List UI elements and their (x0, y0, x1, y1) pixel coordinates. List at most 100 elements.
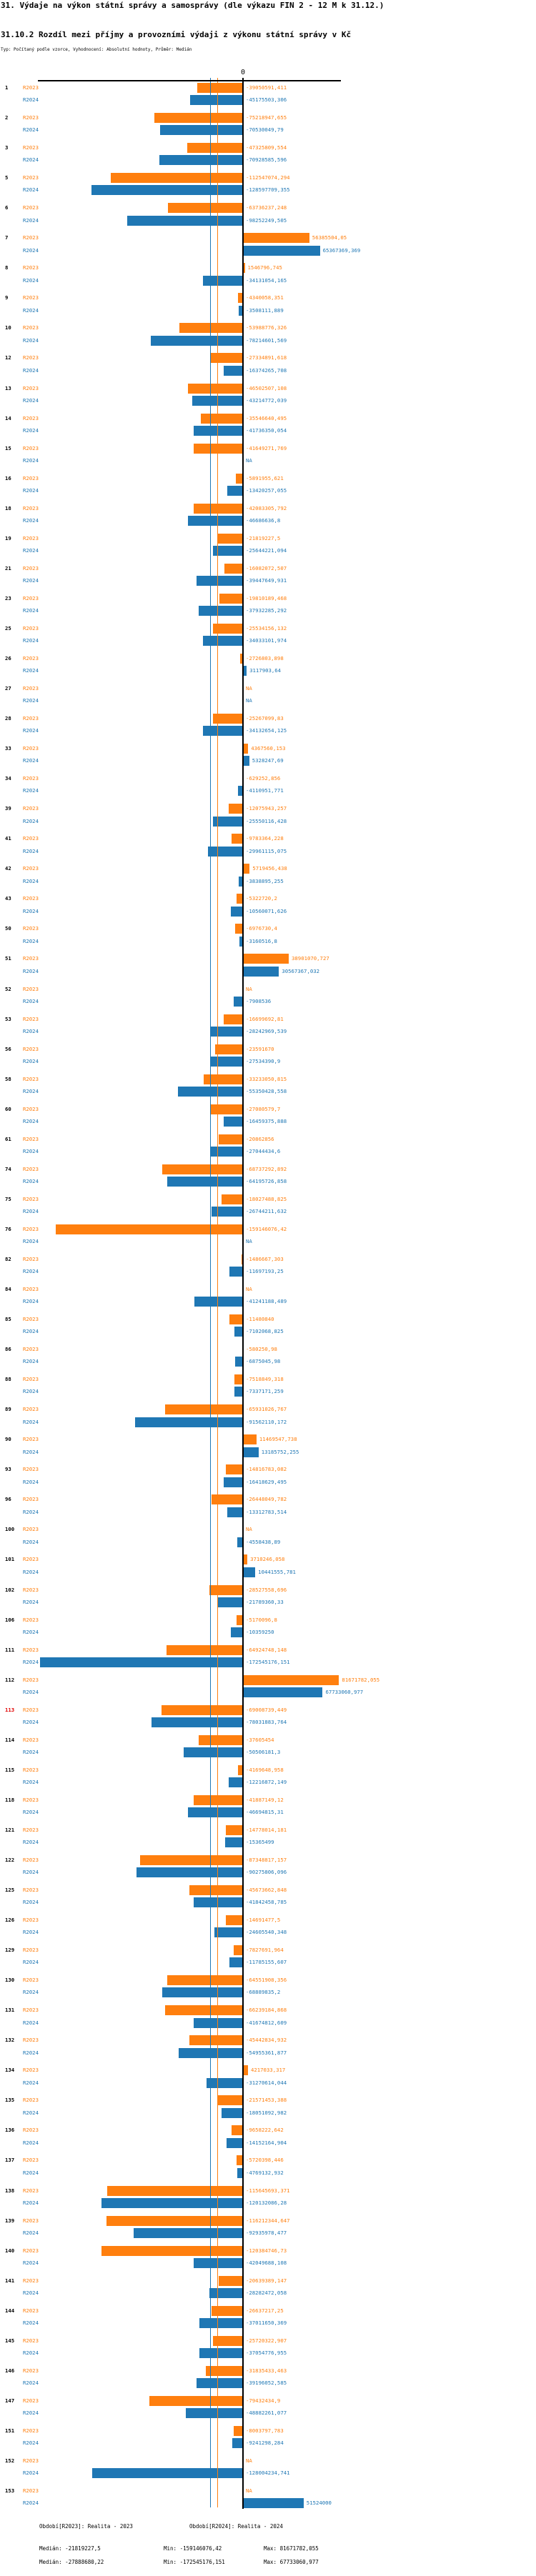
series-label-r2024: R2024 (23, 1779, 39, 1786)
series-label-r2023: R2023 (23, 2157, 39, 2164)
series-label-r2024: R2024 (23, 2350, 39, 2357)
value-label-r2023: -39050591,411 (246, 84, 287, 91)
bar-r2024 (202, 275, 243, 286)
bar-r2024 (202, 636, 243, 647)
value-label-r2024: -27534390,9 (246, 1057, 281, 1064)
value-label-r2023: -37605454 (246, 1736, 274, 1743)
series-label-r2023: R2023 (23, 1766, 39, 1773)
bar-r2023 (205, 2365, 243, 2376)
value-label-r2024: -28242969,539 (246, 1027, 287, 1034)
bar-r2023 (238, 1764, 243, 1775)
series-label-r2024: R2024 (23, 1328, 39, 1335)
bar-r2024 (101, 2197, 243, 2208)
row-number: 136 (5, 2127, 15, 2134)
series-label-r2023: R2023 (23, 654, 39, 662)
bar-r2023 (236, 2155, 243, 2166)
bar-r2023 (222, 1194, 243, 1204)
row-number: 84 (5, 1286, 11, 1292)
series-label-r2023: R2023 (23, 1586, 39, 1593)
series-label-r2024: R2024 (23, 2259, 39, 2266)
row-number: 51 (5, 955, 11, 962)
value-label-r2023: NA (246, 1526, 252, 1533)
value-label-r2023: 5719456,438 (252, 865, 287, 872)
row-number: 141 (5, 2277, 15, 2284)
value-label-r2023: -33233050,815 (246, 1075, 287, 1082)
row-number: 130 (5, 1977, 15, 1984)
row-number: 115 (5, 1766, 15, 1773)
value-label-r2024: -55350428,558 (246, 1087, 287, 1094)
value-label-r2023: -28527558,696 (246, 1586, 287, 1593)
series-label-r2023: R2023 (23, 2277, 39, 2284)
series-label-r2023: R2023 (23, 805, 39, 812)
value-label-r2023: -47325809,554 (246, 144, 287, 151)
value-label-r2023: -4340058,351 (246, 294, 284, 301)
bar-r2024 (212, 546, 243, 556)
series-label-r2023: R2023 (23, 234, 39, 241)
bar-r2023 (167, 1975, 243, 1986)
row-number: 58 (5, 1075, 11, 1082)
bar-r2023 (149, 2395, 243, 2406)
bar-r2023 (243, 864, 250, 874)
series-label-r2024: R2024 (23, 2320, 39, 2326)
series-label-r2024: R2024 (23, 1027, 39, 1034)
series-label-r2023: R2023 (23, 444, 39, 451)
series-label-r2023: R2023 (23, 775, 39, 782)
bar-r2023 (236, 473, 243, 484)
value-label-r2024: -68889835,2 (246, 1989, 281, 1996)
value-label-r2024: -41674812,609 (246, 2019, 287, 2026)
value-label-r2023: NA (246, 2457, 252, 2464)
value-label-r2023: -8003797,783 (246, 2427, 284, 2434)
value-label-r2023: -16699692,81 (246, 1015, 284, 1022)
series-label-r2023: R2023 (23, 1316, 39, 1323)
value-label-r2023: -64924748,148 (246, 1646, 287, 1653)
row-number: 15 (5, 444, 11, 451)
series-label-r2023: R2023 (23, 1856, 39, 1863)
series-label-r2023: R2023 (23, 1015, 39, 1022)
value-label-r2023: -6976730,4 (246, 925, 277, 932)
series-label-r2023: R2023 (23, 594, 39, 601)
bar-r2024 (197, 576, 243, 586)
row-number: 75 (5, 1195, 11, 1202)
value-label-r2024: -14152164,904 (246, 2139, 287, 2146)
bar-r2024 (223, 1117, 243, 1127)
series-label-r2024: R2024 (23, 1688, 39, 1695)
row-number: 93 (5, 1466, 11, 1473)
series-label-r2023: R2023 (23, 2007, 39, 2014)
row-number: 60 (5, 1105, 11, 1112)
value-label-r2023: 81671782,055 (342, 1676, 380, 1683)
bar-r2024 (197, 2378, 243, 2389)
bar-r2024 (194, 1897, 243, 1908)
series-label-r2023: R2023 (23, 1526, 39, 1533)
value-label-r2023: -580250,98 (246, 1346, 277, 1353)
series-label-r2023: R2023 (23, 144, 39, 151)
value-label-r2024: -16374265,708 (246, 366, 287, 374)
series-label-r2023: R2023 (23, 1135, 39, 1142)
series-label-r2023: R2023 (23, 2247, 39, 2254)
bar-r2023 (209, 1584, 243, 1595)
row-number: 139 (5, 2217, 15, 2224)
series-label-r2024: R2024 (23, 997, 39, 1004)
series-label-r2024: R2024 (23, 1719, 39, 1725)
series-label-r2024: R2024 (23, 2229, 39, 2236)
bar-r2023 (224, 563, 243, 574)
series-label-r2024: R2024 (23, 607, 39, 614)
value-label-r2023: -42083305,792 (246, 504, 287, 511)
bar-r2024 (238, 876, 243, 887)
value-label-r2024: -41736350,054 (246, 426, 287, 434)
series-label-r2023: R2023 (23, 2307, 39, 2314)
row-number: 111 (5, 1646, 15, 1653)
value-label-r2024: -48882261,077 (246, 2410, 287, 2417)
series-label-r2023: R2023 (23, 1075, 39, 1082)
series-label-r2024: R2024 (23, 336, 39, 344)
series-label-r2023: R2023 (23, 624, 39, 631)
series-label-r2023: R2023 (23, 324, 39, 331)
bar-r2024 (234, 1387, 243, 1397)
value-label-r2024: -46694815,31 (246, 1809, 284, 1816)
bar-r2024 (92, 2468, 243, 2479)
value-label-r2023: -41887149,12 (246, 1796, 284, 1803)
value-label-r2023: -18027488,825 (246, 1195, 287, 1202)
value-label-r2024: -98252249,505 (246, 216, 287, 224)
value-label-r2024: -11697193,25 (246, 1268, 284, 1275)
series-label-r2023: R2023 (23, 2217, 39, 2224)
row-number: 140 (5, 2247, 15, 2254)
